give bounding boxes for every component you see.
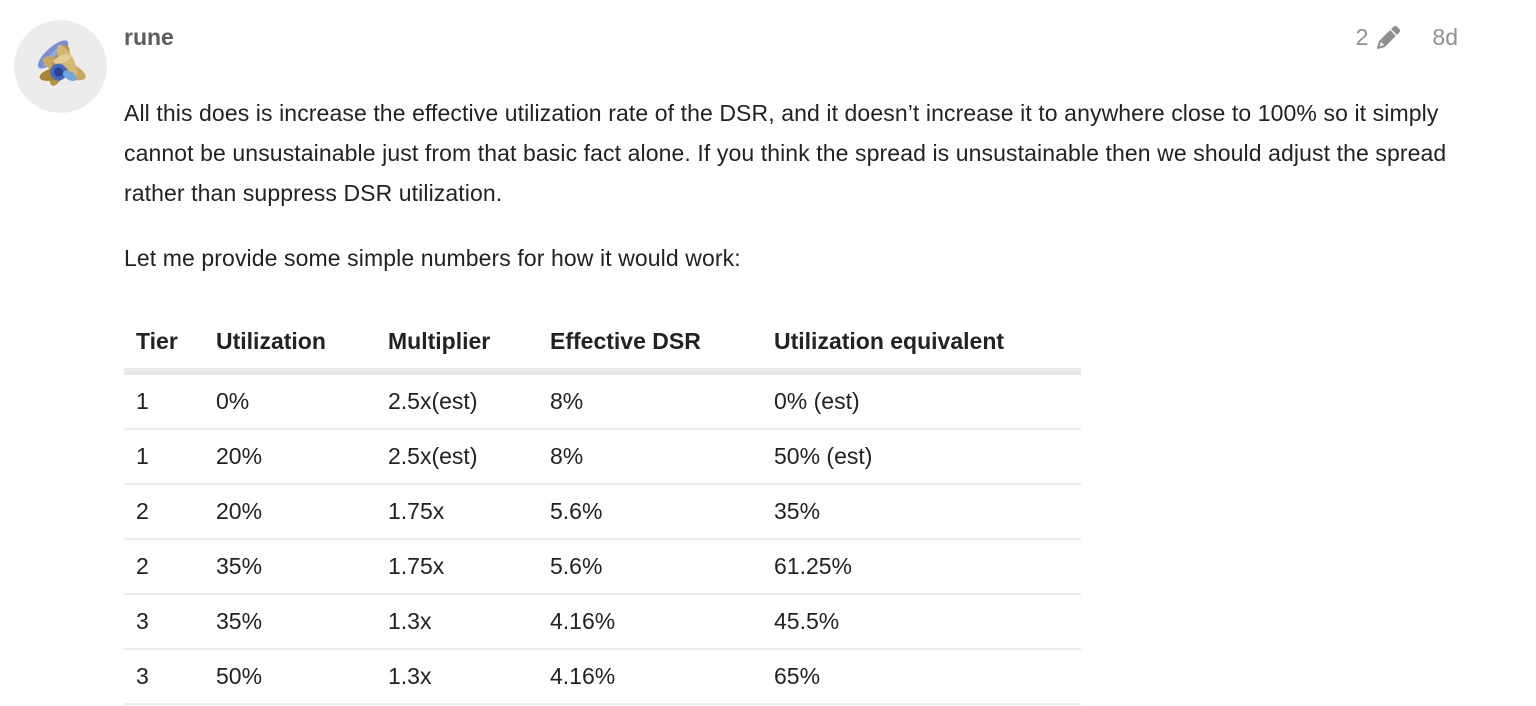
avatar-image bbox=[14, 20, 107, 113]
cell-effective-dsr: 5.6% bbox=[538, 539, 762, 595]
pencil-icon bbox=[1377, 26, 1401, 49]
col-header-effective-dsr: Effective DSR bbox=[538, 318, 762, 375]
cell-effective-dsr: 4.16% bbox=[538, 594, 762, 650]
cell-multiplier: 1.75x bbox=[376, 539, 538, 595]
table-header-row: Tier Utilization Multiplier Effective DS… bbox=[124, 318, 1081, 375]
cell-tier: 3 bbox=[124, 649, 204, 705]
cell-effective-dsr: 8% bbox=[538, 371, 762, 430]
col-header-tier: Tier bbox=[124, 318, 204, 375]
table-row: 1 20% 2.5x(est) 8% 50% (est) bbox=[124, 429, 1081, 485]
cell-utilization-equivalent: 0% (est) bbox=[762, 371, 1081, 430]
cell-utilization: 35% bbox=[204, 539, 376, 595]
post-body: All this does is increase the effective … bbox=[124, 93, 1458, 705]
paragraph-1: All this does is increase the effective … bbox=[124, 100, 1447, 206]
cell-multiplier: 2.5x(est) bbox=[376, 429, 538, 485]
cell-tier: 3 bbox=[124, 594, 204, 650]
cell-effective-dsr: 4.16% bbox=[538, 649, 762, 705]
cell-utilization: 35% bbox=[204, 594, 376, 650]
table-row: 1 0% 2.5x(est) 8% 0% (est) bbox=[124, 371, 1081, 430]
post-meta: 2 8d bbox=[1356, 24, 1458, 51]
cell-tier: 1 bbox=[124, 429, 204, 485]
post-content: rune 2 8d All this does is increase the … bbox=[124, 20, 1458, 705]
edit-count-button[interactable]: 2 bbox=[1356, 24, 1401, 51]
cell-utilization-equivalent: 61.25% bbox=[762, 539, 1081, 595]
cell-tier: 2 bbox=[124, 484, 204, 540]
cell-tier: 1 bbox=[124, 371, 204, 430]
cell-multiplier: 1.3x bbox=[376, 594, 538, 650]
cell-tier: 2 bbox=[124, 539, 204, 595]
post-age[interactable]: 8d bbox=[1432, 24, 1458, 50]
cell-utilization-equivalent: 50% (est) bbox=[762, 429, 1081, 485]
avatar[interactable] bbox=[14, 20, 107, 113]
table-row: 2 35% 1.75x 5.6% 61.25% bbox=[124, 539, 1081, 595]
cell-multiplier: 1.3x bbox=[376, 649, 538, 705]
cell-effective-dsr: 8% bbox=[538, 429, 762, 485]
table-row: 2 20% 1.75x 5.6% 35% bbox=[124, 484, 1081, 540]
cell-utilization-equivalent: 65% bbox=[762, 649, 1081, 705]
table-row: 3 35% 1.3x 4.16% 45.5% bbox=[124, 594, 1081, 650]
cell-utilization: 0% bbox=[204, 371, 376, 430]
dsr-tier-table: Tier Utilization Multiplier Effective DS… bbox=[124, 318, 1081, 705]
paragraph-2: Let me provide some simple numbers for h… bbox=[124, 245, 741, 271]
cell-utilization: 20% bbox=[204, 429, 376, 485]
cell-multiplier: 1.75x bbox=[376, 484, 538, 540]
cell-utilization-equivalent: 35% bbox=[762, 484, 1081, 540]
cell-multiplier: 2.5x(est) bbox=[376, 371, 538, 430]
username-link[interactable]: rune bbox=[124, 24, 174, 50]
edit-count: 2 bbox=[1355, 24, 1369, 50]
col-header-utilization: Utilization bbox=[204, 318, 376, 375]
cell-utilization-equivalent: 45.5% bbox=[762, 594, 1081, 650]
cell-utilization: 20% bbox=[204, 484, 376, 540]
post-header: rune 2 8d bbox=[124, 24, 1458, 51]
cell-effective-dsr: 5.6% bbox=[538, 484, 762, 540]
col-header-utilization-equivalent: Utilization equivalent bbox=[762, 318, 1081, 375]
col-header-multiplier: Multiplier bbox=[376, 318, 538, 375]
cell-utilization: 50% bbox=[204, 649, 376, 705]
table-row: 3 50% 1.3x 4.16% 65% bbox=[124, 649, 1081, 705]
